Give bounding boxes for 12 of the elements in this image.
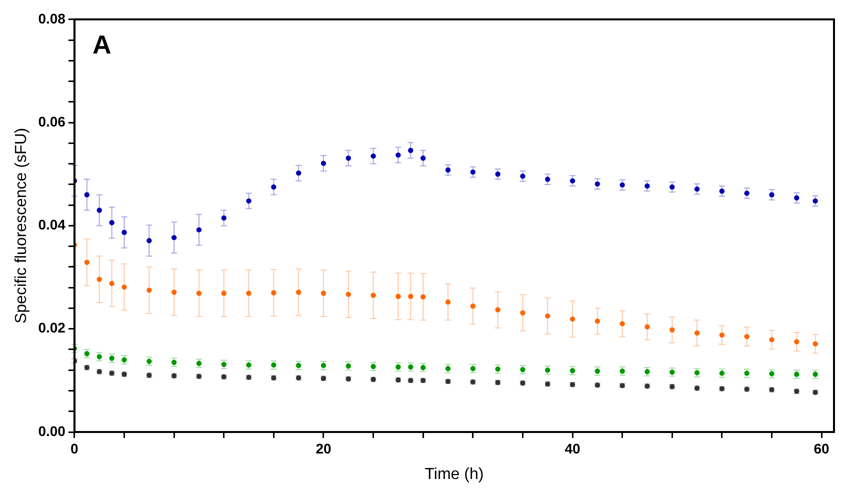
y-tick-label: 0.04 (38, 216, 66, 233)
y-tick-label: 0.00 (38, 422, 66, 439)
annotation: A (92, 30, 112, 60)
x-tick-label: 60 (814, 440, 830, 456)
y-tick-label: 0.02 (38, 320, 66, 336)
x-axis-title: Time (h) (424, 466, 484, 483)
y-tick-label: 0.08 (38, 10, 66, 26)
x-tick-label: 20 (316, 440, 332, 456)
x-tick-label: 0 (70, 440, 79, 456)
y-tick-label: 0.06 (38, 113, 66, 130)
y-axis-title: Specific fluorescence (sFU) (13, 128, 30, 324)
x-tick-label: 40 (564, 440, 581, 456)
